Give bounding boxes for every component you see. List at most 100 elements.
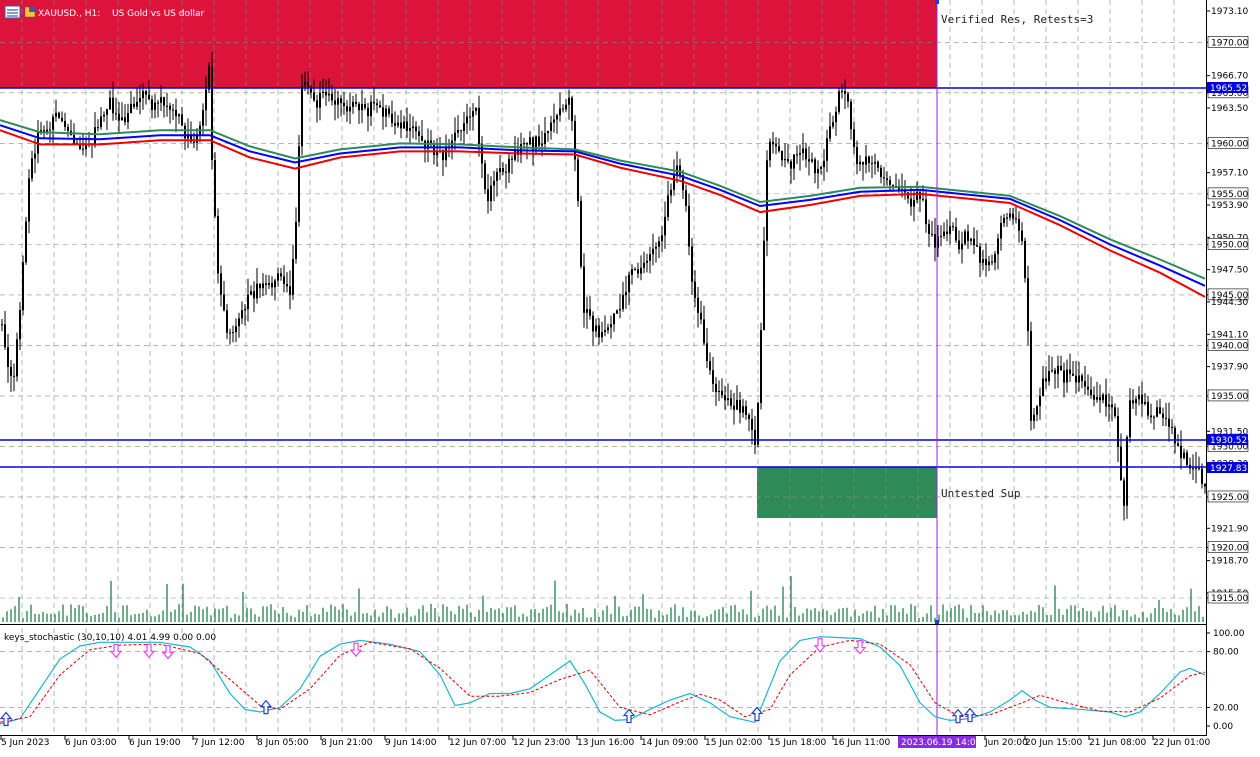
time-tick-label: 13 Jun 16:00 <box>577 738 634 748</box>
resistance-zone-label: Verified Res, Retests=3 <box>941 13 1093 26</box>
candle-body <box>196 133 198 144</box>
candle-body <box>628 274 630 292</box>
candle-body <box>175 109 177 117</box>
candle-body <box>883 177 885 179</box>
candle-body <box>658 241 660 247</box>
candle-body <box>397 122 399 126</box>
candle-body <box>694 281 696 298</box>
candle-body <box>1087 386 1089 390</box>
candle-body <box>922 198 924 200</box>
sup-lower-price-text: 1927.83 <box>1210 464 1247 474</box>
candle-body <box>97 127 99 129</box>
price-tick-box <box>1207 238 1249 250</box>
candle-body <box>178 114 180 117</box>
candle-body <box>1018 218 1020 231</box>
time-cursor-handle-top[interactable] <box>935 0 939 4</box>
candle-body <box>1063 370 1065 383</box>
price-axis[interactable]: 1973.10 1970.00 1966.70 1965.00 1963.50 1960.… <box>1206 7 1248 604</box>
candle-body <box>136 101 138 107</box>
candle-body <box>757 402 759 445</box>
candle-body <box>634 269 636 271</box>
candle-body <box>61 117 63 121</box>
candle-body <box>214 160 216 217</box>
stochastic-plot-area[interactable] <box>0 626 1206 734</box>
candle-body <box>1084 381 1086 387</box>
candle-body <box>646 260 648 263</box>
candle-body <box>496 172 498 181</box>
time-axis[interactable]: 5 Jun 2023 6 Jun 03:00 6 Jun 19:00 7 Jun 12… <box>0 736 1210 748</box>
candle-body <box>190 134 192 142</box>
candle-body <box>730 398 732 406</box>
candle-body <box>535 136 537 150</box>
candle-body <box>949 226 951 234</box>
candle-body <box>913 200 915 207</box>
candle-body <box>772 141 774 145</box>
candle-body <box>316 100 318 108</box>
candle-body <box>499 168 501 173</box>
chart-menu-icon[interactable] <box>4 5 21 19</box>
candle-body <box>556 115 558 120</box>
candle-body <box>835 111 837 123</box>
candle-body <box>223 294 225 311</box>
candle-body <box>304 81 306 86</box>
candle-body <box>361 104 363 111</box>
candle-body <box>841 90 843 92</box>
stochastic-axis: 100.00 80.00 20.00 0.00 <box>1206 629 1245 732</box>
candle-body <box>550 122 552 131</box>
candle-body <box>208 65 210 90</box>
candle-body <box>787 158 789 162</box>
time-cursor-handle-bottom[interactable] <box>935 620 939 624</box>
candle-body <box>931 233 933 235</box>
price-tick-label: 1925.00 <box>1211 493 1248 503</box>
sell-arrow-icon <box>161 644 175 660</box>
candle-body <box>1099 397 1101 401</box>
candle-body <box>430 140 432 144</box>
candle-body <box>259 283 261 289</box>
candle-body <box>1156 407 1158 417</box>
candle-body <box>748 414 750 420</box>
candle-body <box>715 383 717 393</box>
candle-body <box>991 261 993 263</box>
candle-body <box>376 103 378 106</box>
candle-body <box>268 283 270 285</box>
candle-body <box>724 395 726 401</box>
main-plot-area[interactable] <box>0 0 1206 623</box>
candle-body <box>595 325 597 332</box>
stochastic-indicator-label: keys_stochastic (30,10,10) 4.01 4.99 0.0… <box>4 633 216 643</box>
price-tick-label: 1950.00 <box>1211 240 1248 250</box>
candle-body <box>310 87 312 93</box>
candle-body <box>445 146 447 161</box>
price-tick-label: 1931.50 <box>1211 427 1248 437</box>
candle-body <box>154 102 156 110</box>
candle-body <box>202 110 204 126</box>
candle-body <box>82 148 84 150</box>
candle-body <box>523 143 525 145</box>
candle-body <box>238 318 240 327</box>
stoch-tick-label: 80.00 <box>1213 648 1239 658</box>
price-tick-label: 1940.00 <box>1211 341 1248 351</box>
candle-body <box>493 180 495 186</box>
resistance-zone <box>0 0 937 88</box>
candle-body <box>1171 426 1173 429</box>
candle-body <box>160 97 162 103</box>
candle-body <box>1201 468 1203 484</box>
candle-body <box>220 273 222 295</box>
candle-body <box>418 131 420 136</box>
candle-body <box>124 117 126 123</box>
candle-body <box>217 216 219 274</box>
chart-title-bar: XAUUSD., H1: US Gold vs US dollar <box>4 5 204 19</box>
candle-body <box>460 130 462 132</box>
buy-arrow-icon <box>622 708 636 724</box>
candle-body <box>385 108 387 117</box>
candle-body <box>64 120 66 127</box>
candle-body <box>703 319 705 344</box>
candle-body <box>796 154 798 156</box>
buy-arrow-icon <box>0 711 13 727</box>
candle-body <box>1186 452 1188 465</box>
candle-body <box>979 246 981 263</box>
candle-body <box>235 326 237 333</box>
candle-body <box>1153 416 1155 418</box>
candle-body <box>721 390 723 396</box>
candle-body <box>52 116 54 130</box>
